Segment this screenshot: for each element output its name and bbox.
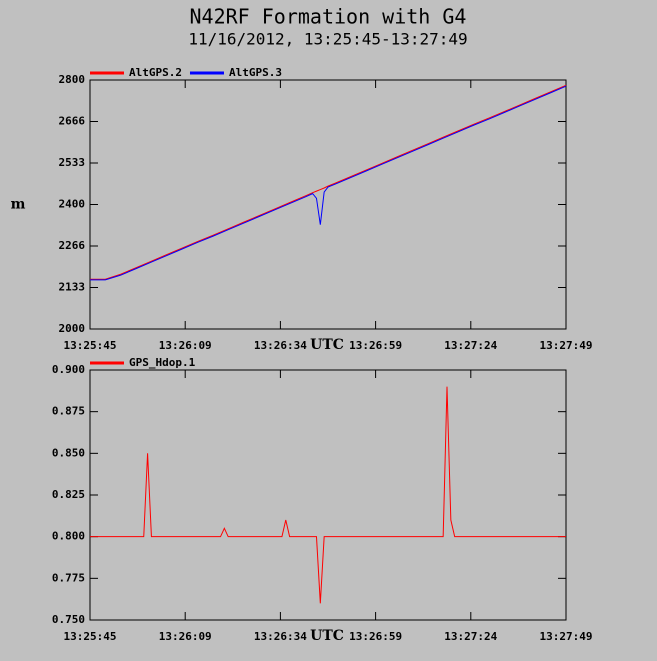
x-tick-label: 13:26:34 [254, 630, 307, 643]
x-tick-label: 13:26:09 [159, 339, 212, 352]
legend-label: AltGPS.2 [129, 66, 182, 79]
y-tick-label: 2533 [59, 156, 86, 169]
y-tick-label: 2000 [59, 322, 86, 335]
y-tick-label: 0.900 [52, 363, 85, 376]
x-tick-label: 13:27:24 [444, 630, 497, 643]
y-tick-label: 0.775 [52, 571, 85, 584]
x-tick-label: 13:26:34 [254, 339, 307, 352]
series-line [90, 386, 566, 604]
y-tick-label: 2266 [59, 239, 86, 252]
chart-subtitle: 11/16/2012, 13:25:45-13:27:49 [188, 30, 467, 49]
series-line [90, 84, 567, 280]
x-axis-label: UTC [310, 628, 344, 644]
y-tick-label: 0.850 [52, 446, 85, 459]
x-tick-label: 13:27:49 [540, 339, 593, 352]
y-tick-label: 2800 [59, 73, 86, 86]
x-tick-label: 13:26:59 [349, 630, 402, 643]
y-tick-label: 0.875 [52, 405, 85, 418]
y-tick-label: 2133 [59, 281, 86, 294]
y-axis-label: m [11, 197, 26, 213]
x-axis-label: UTC [310, 337, 344, 353]
x-tick-label: 13:27:49 [540, 630, 593, 643]
x-tick-label: 13:25:45 [64, 339, 117, 352]
series-line [90, 85, 567, 281]
x-tick-label: 13:27:24 [444, 339, 497, 352]
y-tick-label: 0.825 [52, 488, 85, 501]
y-tick-label: 0.750 [52, 613, 85, 626]
legend-label: AltGPS.3 [229, 66, 282, 79]
chart-title: N42RF Formation with G4 [190, 5, 467, 29]
x-tick-label: 13:26:59 [349, 339, 402, 352]
legend-label: GPS_Hdop.1 [129, 356, 196, 369]
y-tick-label: 0.800 [52, 530, 85, 543]
x-tick-label: 13:26:09 [159, 630, 212, 643]
x-tick-label: 13:25:45 [64, 630, 117, 643]
y-tick-label: 2666 [59, 114, 86, 127]
y-tick-label: 2400 [59, 198, 86, 211]
